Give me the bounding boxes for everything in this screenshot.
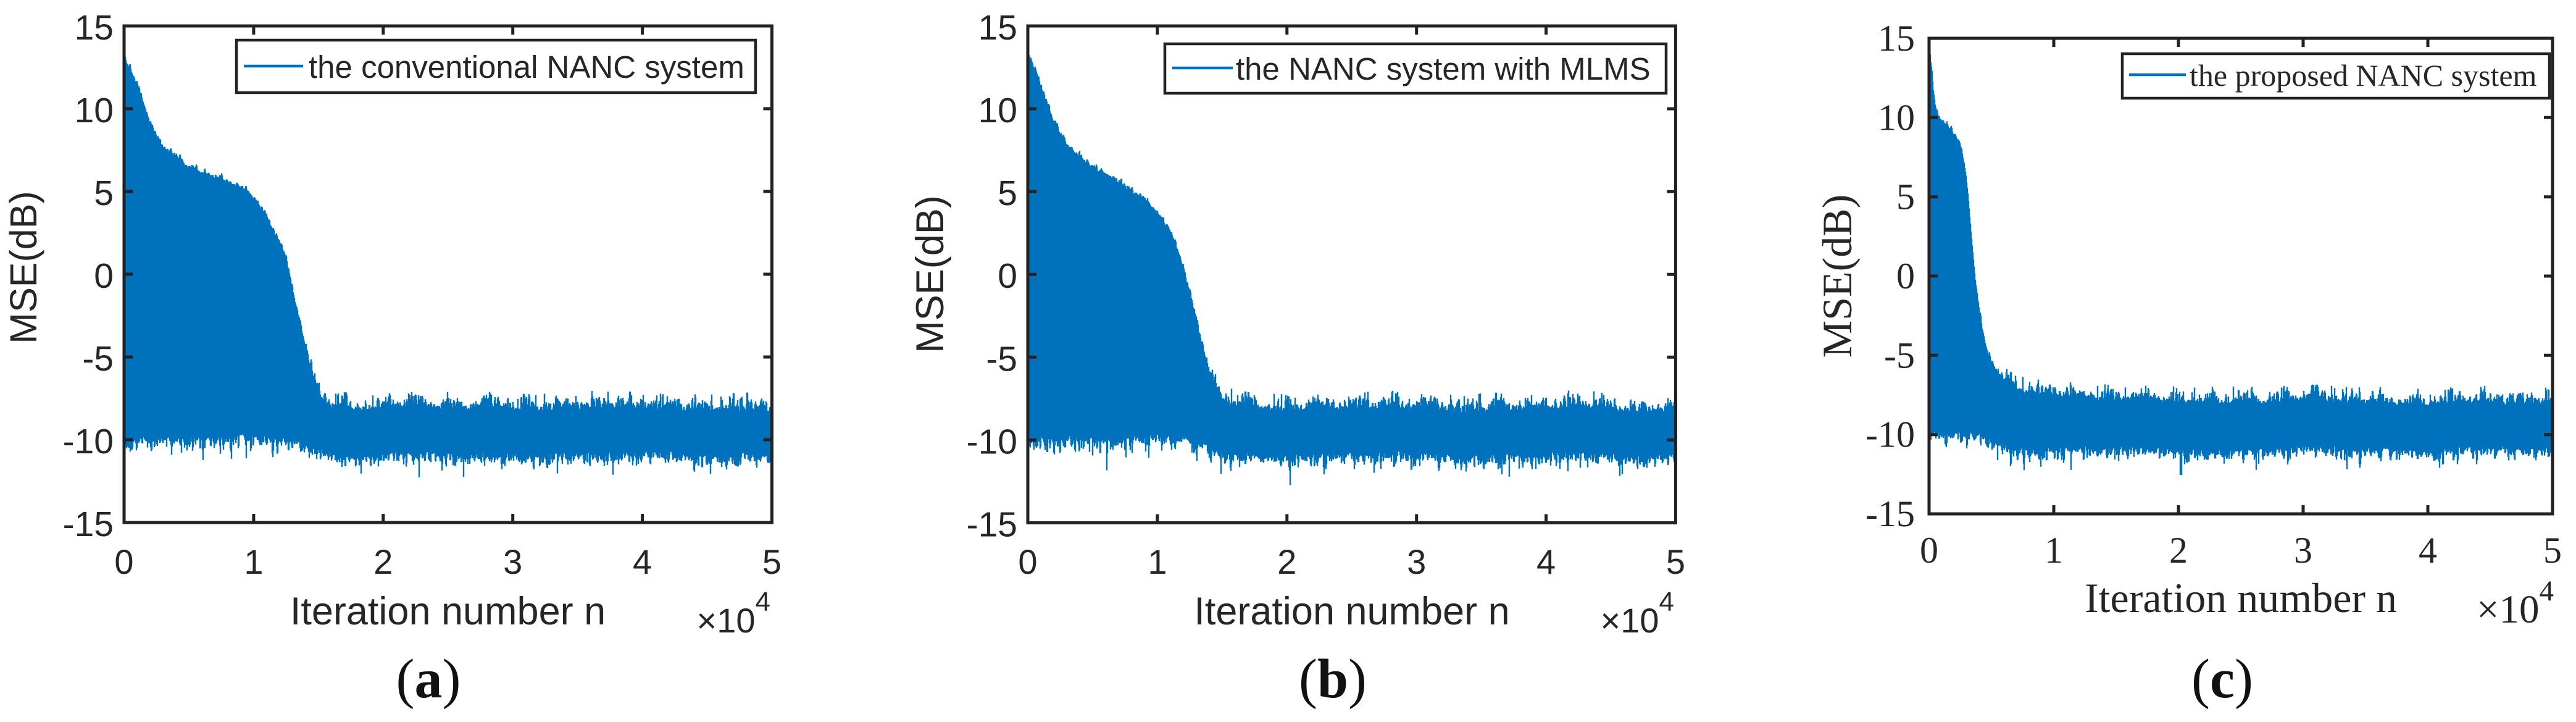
svg-text:15: 15 — [1878, 18, 1915, 59]
svg-text:-15: -15 — [1865, 493, 1915, 534]
svg-text:4: 4 — [2419, 530, 2437, 571]
svg-text:5: 5 — [2543, 530, 2562, 571]
svg-text:-10: -10 — [1865, 414, 1915, 455]
svg-text:0: 0 — [1018, 542, 1037, 581]
svg-text:the proposed NANC system: the proposed NANC system — [2190, 58, 2537, 93]
svg-text:Iteration number n: Iteration number n — [2085, 574, 2397, 621]
svg-text:Iteration number n: Iteration number n — [290, 590, 606, 633]
svg-text:-5: -5 — [986, 339, 1017, 379]
svg-text:10: 10 — [978, 91, 1017, 130]
svg-text:3: 3 — [1407, 542, 1426, 581]
svg-text:1: 1 — [1148, 542, 1167, 581]
svg-text:the conventional NANC system: the conventional NANC system — [309, 49, 744, 85]
svg-text:(a): (a) — [396, 649, 461, 710]
svg-text:0: 0 — [998, 256, 1017, 296]
svg-text:15: 15 — [75, 8, 114, 48]
svg-text:MSE(dB): MSE(dB) — [909, 195, 952, 353]
svg-text:-15: -15 — [967, 505, 1017, 545]
svg-text:5: 5 — [998, 174, 1017, 213]
svg-text:1: 1 — [244, 542, 263, 581]
svg-text:MSE(dB): MSE(dB) — [1814, 195, 1861, 358]
svg-text:5: 5 — [94, 174, 114, 213]
svg-text:2: 2 — [373, 542, 393, 581]
svg-text:5: 5 — [762, 542, 782, 581]
svg-text:15: 15 — [978, 8, 1017, 48]
svg-text:4: 4 — [1536, 542, 1556, 581]
svg-text:(c): (c) — [2191, 649, 2253, 710]
svg-text:Iteration number n: Iteration number n — [1194, 590, 1509, 633]
svg-text:2: 2 — [1277, 542, 1296, 581]
svg-text:0: 0 — [1896, 256, 1915, 296]
svg-text:1: 1 — [2045, 530, 2063, 571]
svg-text:4: 4 — [633, 542, 652, 581]
svg-text:0: 0 — [1920, 530, 1938, 571]
svg-text:5: 5 — [1896, 177, 1915, 217]
svg-text:10: 10 — [75, 91, 114, 130]
svg-text:2: 2 — [2169, 530, 2188, 571]
svg-text:-15: -15 — [63, 505, 114, 544]
svg-text:the NANC system with MLMS: the NANC system with MLMS — [1236, 51, 1651, 86]
svg-text:-10: -10 — [63, 422, 114, 461]
svg-text:MSE(dB): MSE(dB) — [2, 191, 44, 343]
svg-text:0: 0 — [114, 542, 133, 581]
svg-text:(b): (b) — [1299, 649, 1367, 710]
svg-text:3: 3 — [2294, 530, 2312, 571]
svg-text:-5: -5 — [1884, 335, 1915, 376]
svg-text:-10: -10 — [967, 422, 1017, 461]
svg-text:10: 10 — [1878, 97, 1915, 138]
svg-text:5: 5 — [1666, 542, 1685, 581]
svg-text:-5: -5 — [82, 339, 114, 379]
svg-text:0: 0 — [94, 256, 114, 296]
svg-text:3: 3 — [503, 542, 522, 581]
